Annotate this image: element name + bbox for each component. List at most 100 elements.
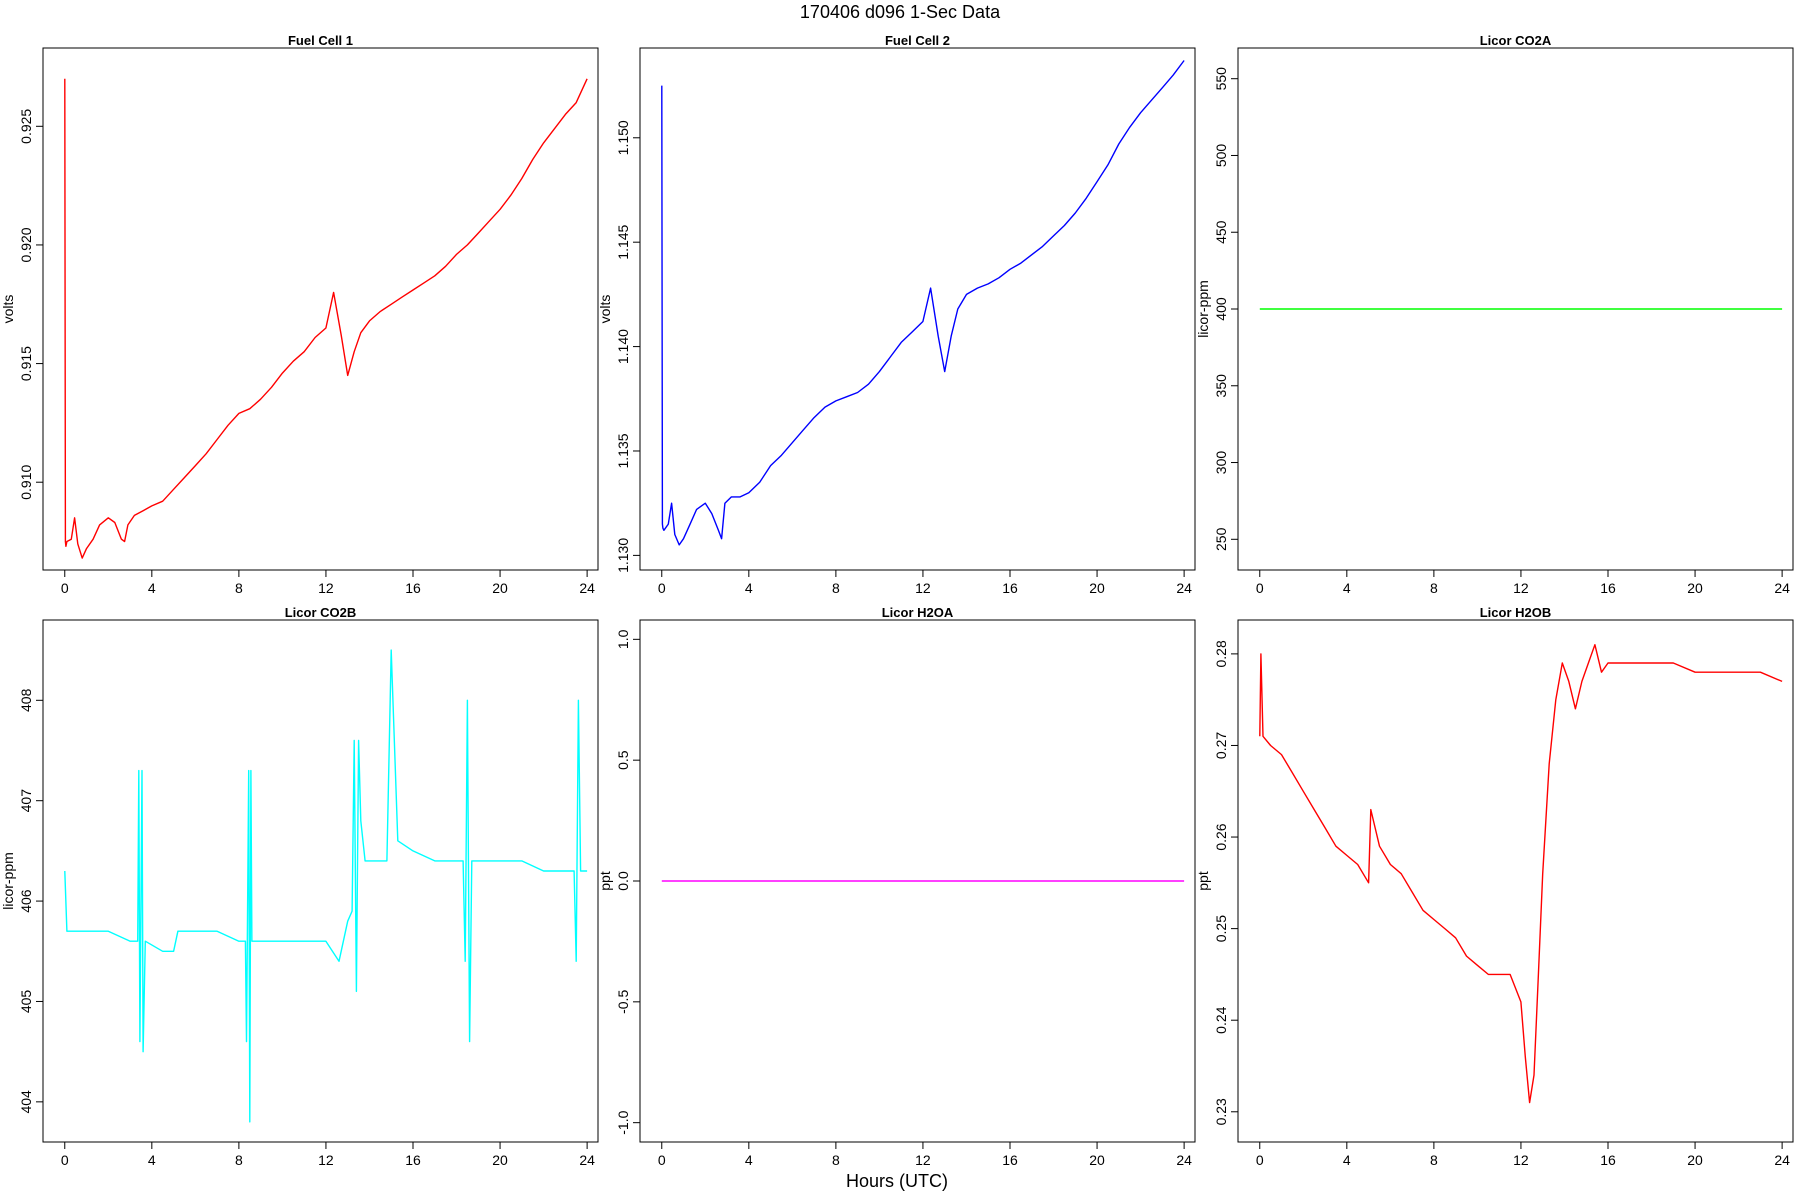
y-tick-label: 0.920: [18, 227, 34, 262]
y-tick-label: 0.5: [615, 750, 631, 770]
x-tick-label: 4: [148, 580, 156, 596]
x-tick-label: 20: [492, 580, 508, 596]
y-tick-label: 450: [1213, 220, 1229, 244]
y-axis-label: licor-ppm: [0, 852, 16, 910]
y-axis-label: volts: [0, 295, 16, 324]
x-tick-label: 24: [579, 580, 595, 596]
x-tick-label: 0: [1256, 580, 1264, 596]
panel-title: Licor CO2B: [285, 605, 357, 620]
y-tick-label: 400: [1213, 297, 1229, 321]
y-tick-label: 0.24: [1213, 1006, 1229, 1033]
panel-title: Fuel Cell 2: [885, 33, 950, 48]
y-tick-label: 1.150: [615, 120, 631, 155]
x-tick-label: 12: [318, 1152, 334, 1168]
y-tick-label: 0.0: [615, 871, 631, 891]
x-tick-label: 12: [915, 1152, 931, 1168]
panel-fuel-cell-2: Fuel Cell 2 0 4 8 12 16 20 24 1.130 1.135 1.140 1.1…: [597, 33, 1196, 596]
y-tick-label: 406: [18, 889, 34, 913]
y-tick-label: 0.925: [18, 109, 34, 144]
x-tick-label: 0: [61, 1152, 69, 1168]
y-tick-label: -0.5: [615, 990, 631, 1014]
x-tick-label: 16: [405, 1152, 421, 1168]
x-tick-label: 12: [318, 580, 334, 596]
x-tick-label: 0: [61, 580, 69, 596]
x-tick-label: 12: [1513, 1152, 1529, 1168]
x-tick-label: 16: [1002, 1152, 1018, 1168]
x-tick-label: 20: [1089, 1152, 1105, 1168]
y-axis-label: licor-ppm: [1195, 280, 1211, 338]
y-tick-label: 0.28: [1213, 640, 1229, 667]
y-tick-label: 1.135: [615, 433, 631, 468]
y-tick-label: 0.23: [1213, 1098, 1229, 1125]
y-tick-label: 500: [1213, 144, 1229, 168]
x-tick-label: 20: [1687, 580, 1703, 596]
panel-title: Fuel Cell 1: [288, 33, 353, 48]
figure-x-axis-label: Hours (UTC): [846, 1171, 948, 1191]
y-tick-label: 250: [1213, 527, 1229, 551]
panel-title: Licor H2OA: [882, 605, 954, 620]
y-tick-label: 407: [18, 789, 34, 813]
x-tick-label: 24: [1774, 580, 1790, 596]
y-tick-label: 404: [18, 1090, 34, 1114]
x-tick-label: 0: [658, 1152, 666, 1168]
panel-licor-h2oa: Licor H2OA 0 4 8 12 16 20 24 -1.0 -0.5 0.0 0.5 1.0 pp…: [597, 605, 1196, 1168]
figure-title: 170406 d096 1-Sec Data: [800, 2, 1001, 22]
y-tick-label: 1.145: [615, 224, 631, 259]
panel-licor-co2b: Licor CO2B 0 4 8 12 16 20 24 404 405 406 407 408 lico…: [0, 605, 599, 1168]
x-tick-label: 8: [1430, 580, 1438, 596]
y-tick-label: 350: [1213, 374, 1229, 398]
panel-title: Licor CO2A: [1480, 33, 1552, 48]
y-axis-label: ppt: [597, 871, 613, 891]
x-tick-label: 24: [579, 1152, 595, 1168]
plot-frame: [42, 47, 599, 571]
x-tick-label: 4: [745, 580, 753, 596]
y-axis-label: ppt: [1195, 871, 1211, 891]
panel-licor-h2ob: Licor H2OB 0 4 8 12 16 20 24 0.23 0.24 0.25 0.26 0.2…: [1195, 605, 1794, 1168]
x-tick-label: 8: [235, 580, 243, 596]
y-tick-label: 0.27: [1213, 732, 1229, 759]
y-tick-label: 550: [1213, 67, 1229, 91]
y-tick-label: 0.915: [18, 346, 34, 381]
y-tick-label: 0.910: [18, 464, 34, 499]
x-tick-label: 0: [1256, 1152, 1264, 1168]
y-tick-label: 0.25: [1213, 915, 1229, 942]
x-tick-label: 12: [1513, 580, 1529, 596]
y-tick-label: 300: [1213, 451, 1229, 475]
y-tick-label: 1.0: [615, 629, 631, 649]
panel-licor-co2a: Licor CO2A 0 4 8 12 16 20 24 250 300 350 400 450 500 5…: [1195, 33, 1794, 596]
x-tick-label: 8: [832, 1152, 840, 1168]
x-tick-label: 4: [148, 1152, 156, 1168]
y-tick-label: 1.130: [615, 538, 631, 573]
x-tick-label: 16: [1600, 1152, 1616, 1168]
x-tick-label: 8: [235, 1152, 243, 1168]
plot-frame: [639, 47, 1196, 571]
x-tick-label: 24: [1176, 1152, 1192, 1168]
y-tick-label: 1.140: [615, 329, 631, 364]
series-line: [661, 60, 1185, 546]
plot-frame: [1237, 619, 1794, 1143]
y-tick-label: 0.26: [1213, 823, 1229, 850]
x-tick-label: 20: [1089, 580, 1105, 596]
x-tick-label: 4: [1343, 580, 1351, 596]
x-tick-label: 24: [1176, 580, 1192, 596]
y-tick-label: -1.0: [615, 1110, 631, 1134]
series-line: [64, 78, 588, 559]
x-tick-label: 20: [1687, 1152, 1703, 1168]
x-tick-label: 8: [1430, 1152, 1438, 1168]
series-line: [1259, 644, 1783, 1104]
y-tick-label: 405: [18, 990, 34, 1014]
x-tick-label: 4: [745, 1152, 753, 1168]
x-tick-label: 24: [1774, 1152, 1790, 1168]
x-tick-label: 12: [915, 580, 931, 596]
x-tick-label: 0: [658, 580, 666, 596]
x-tick-label: 20: [492, 1152, 508, 1168]
x-tick-label: 4: [1343, 1152, 1351, 1168]
panel-fuel-cell-1: Fuel Cell 1 0 4 8 12 16 20 24 0.910 0.915 0.920 0.9…: [0, 33, 599, 596]
x-tick-label: 16: [405, 580, 421, 596]
series-line: [64, 649, 588, 1123]
y-axis-label: volts: [597, 295, 613, 324]
x-tick-label: 16: [1002, 580, 1018, 596]
chart-panels: Fuel Cell 1 0 4 8 12 16 20 24 0.910 0.915 0.920 0.9…: [0, 33, 1794, 1168]
